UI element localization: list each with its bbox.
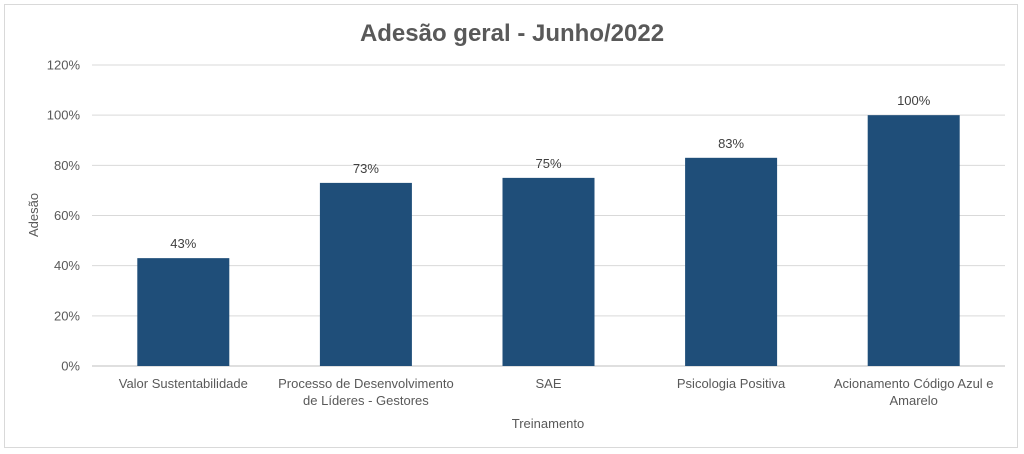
y-tick-label: 100% xyxy=(47,108,81,123)
data-label: 73% xyxy=(353,161,379,176)
data-label: 83% xyxy=(718,136,744,151)
y-tick-label: 0% xyxy=(61,359,80,374)
y-tick-label: 80% xyxy=(54,158,80,173)
y-axis-title: Adesão xyxy=(26,193,41,237)
data-label: 100% xyxy=(897,93,931,108)
x-tick-label: Psicologia Positiva xyxy=(677,376,786,391)
bar xyxy=(319,182,412,366)
x-tick-label: de Líderes - Gestores xyxy=(303,393,429,408)
y-tick-label: 120% xyxy=(47,58,81,73)
data-labels: 43% 73% 75% 83% 100% xyxy=(170,93,930,251)
bar xyxy=(867,115,960,367)
x-tick-label: Processo de Desenvolvimento xyxy=(278,376,454,391)
bar xyxy=(137,258,230,366)
x-tick-label: SAE xyxy=(535,376,561,391)
bars xyxy=(137,115,960,367)
y-tick-label: 60% xyxy=(54,208,80,223)
y-tick-label: 20% xyxy=(54,308,80,323)
gridlines xyxy=(92,64,1005,367)
x-tick-label: Amarelo xyxy=(889,393,937,408)
x-axis-title: Treinamento xyxy=(512,416,585,431)
data-label: 75% xyxy=(535,156,561,171)
x-tick-label: Acionamento Código Azul e xyxy=(834,376,994,391)
bar xyxy=(502,177,595,366)
chart-title: Adesão geral - Junho/2022 xyxy=(360,20,664,47)
data-label: 43% xyxy=(170,236,196,251)
x-axis-categories: Valor Sustentabilidade Processo de Desenv… xyxy=(119,376,994,408)
y-axis-ticks: 0% 20% 40% 60% 80% 100% 120% xyxy=(47,58,81,374)
bar xyxy=(685,157,778,366)
x-tick-label: Valor Sustentabilidade xyxy=(119,376,248,391)
y-tick-label: 40% xyxy=(54,258,80,273)
